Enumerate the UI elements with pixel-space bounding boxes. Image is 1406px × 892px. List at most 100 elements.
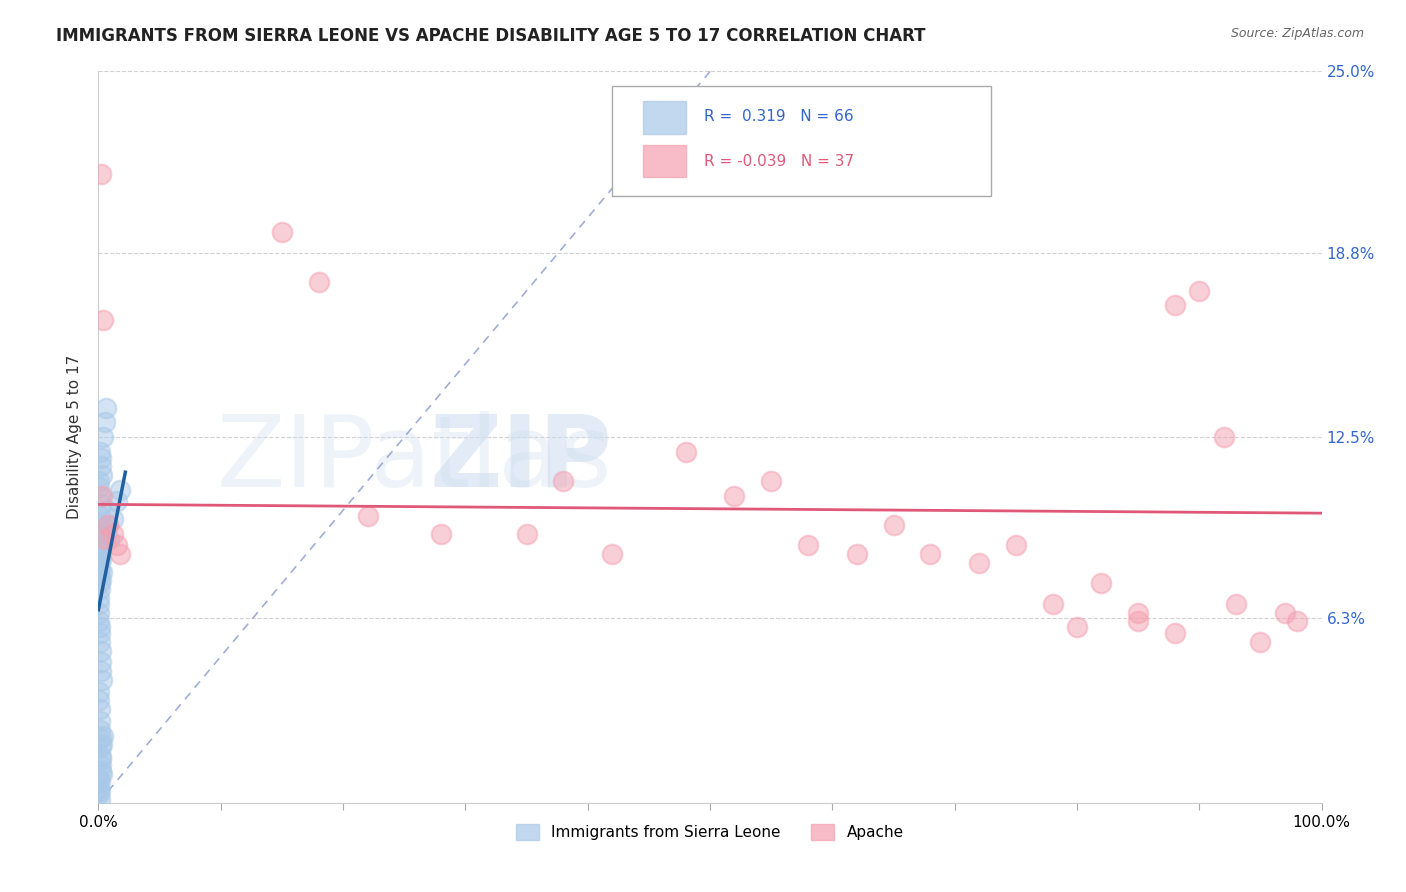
Point: [1164, 626, 1187, 640]
Point: [89, 702, 111, 716]
Point: [90, 664, 112, 678]
Point: [90, 656, 112, 670]
Point: [90, 643, 112, 657]
Point: [600, 547, 623, 561]
Point: [1225, 597, 1247, 611]
Point: [89, 582, 111, 597]
Point: [1286, 615, 1309, 629]
Point: [797, 538, 820, 552]
Point: [270, 225, 294, 239]
Point: [105, 494, 128, 508]
Text: ZIPatlas: ZIPatlas: [217, 410, 612, 508]
Point: [105, 538, 128, 552]
Point: [1004, 538, 1026, 552]
Point: [90, 764, 112, 778]
Point: [91, 489, 114, 503]
Point: [883, 517, 905, 532]
Point: [87, 474, 110, 488]
Point: [89, 562, 111, 576]
Point: [87, 684, 110, 698]
Point: [1188, 284, 1211, 298]
Point: [1164, 298, 1187, 312]
Point: [91, 313, 114, 327]
Point: [1212, 430, 1234, 444]
Point: [91, 729, 114, 743]
FancyBboxPatch shape: [612, 86, 991, 195]
Point: [89, 538, 111, 552]
Point: [101, 512, 124, 526]
Point: [89, 784, 111, 798]
Point: [98, 533, 121, 547]
Point: [91, 766, 114, 780]
Point: [93, 416, 115, 430]
Point: [87, 567, 110, 582]
Point: [430, 526, 453, 541]
Text: ZIP: ZIP: [429, 410, 612, 508]
Point: [91, 673, 114, 687]
Point: [97, 517, 120, 532]
Point: [89, 591, 111, 605]
Point: [920, 547, 942, 561]
Point: [515, 526, 537, 541]
Text: R =  0.319   N = 66: R = 0.319 N = 66: [704, 109, 853, 124]
Point: [89, 714, 111, 728]
Point: [89, 544, 111, 558]
Point: [89, 693, 111, 707]
Point: [89, 489, 111, 503]
Point: [90, 497, 112, 511]
Point: [1128, 615, 1150, 629]
Point: [101, 526, 124, 541]
Point: [967, 556, 990, 570]
Point: [90, 547, 112, 561]
Point: [91, 468, 114, 483]
Point: [87, 772, 110, 787]
Point: [90, 757, 112, 772]
Y-axis label: Disability Age 5 to 17: Disability Age 5 to 17: [67, 355, 83, 519]
Text: IMMIGRANTS FROM SIERRA LEONE VS APACHE DISABILITY AGE 5 TO 17 CORRELATION CHART: IMMIGRANTS FROM SIERRA LEONE VS APACHE D…: [56, 27, 925, 45]
Point: [1042, 597, 1064, 611]
Point: [1249, 635, 1271, 649]
Point: [89, 480, 111, 494]
Point: [91, 565, 114, 579]
Point: [89, 615, 111, 629]
Point: [1128, 606, 1150, 620]
Point: [89, 556, 111, 570]
Point: [89, 723, 111, 737]
Point: [89, 509, 111, 524]
Point: [93, 533, 115, 547]
Point: [89, 635, 111, 649]
Point: [97, 517, 120, 532]
Point: [89, 597, 111, 611]
Point: [90, 574, 112, 588]
Text: Source: ZipAtlas.com: Source: ZipAtlas.com: [1230, 27, 1364, 40]
Point: [90, 553, 112, 567]
Bar: [643, 101, 686, 134]
Point: [91, 737, 114, 751]
Point: [90, 530, 112, 544]
Point: [90, 749, 112, 764]
Point: [1090, 576, 1112, 591]
Point: [90, 752, 112, 766]
Point: [110, 483, 132, 497]
Point: [96, 503, 118, 517]
Point: [761, 474, 783, 488]
Point: [89, 775, 111, 789]
Point: [723, 489, 745, 503]
Point: [87, 606, 110, 620]
Point: [90, 459, 112, 474]
Point: [553, 474, 575, 488]
Point: [90, 731, 112, 746]
Bar: [643, 145, 686, 178]
Point: [110, 547, 132, 561]
Point: [89, 444, 111, 458]
Point: [1066, 620, 1088, 634]
Point: [89, 626, 111, 640]
Point: [308, 275, 330, 289]
Text: R = -0.039   N = 37: R = -0.039 N = 37: [704, 153, 853, 169]
Point: [89, 787, 111, 801]
Point: [1274, 606, 1296, 620]
Point: [94, 401, 117, 415]
Point: [89, 781, 111, 796]
Point: [356, 509, 378, 524]
Point: [90, 740, 112, 755]
